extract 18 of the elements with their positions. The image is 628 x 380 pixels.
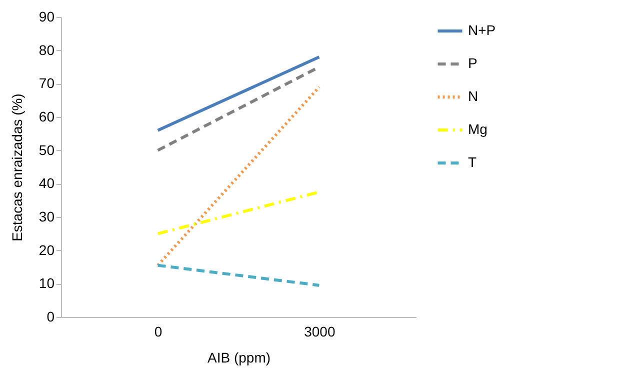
x-axis-title: AIB (ppm)	[207, 350, 271, 366]
y-tick-label: 60	[38, 108, 55, 124]
y-tick-label: 0	[46, 308, 55, 324]
legend-label: T	[468, 154, 477, 170]
y-tick-label: 70	[38, 75, 55, 92]
x-tick-label: 3000	[304, 324, 336, 340]
y-tick-label: 10	[38, 275, 55, 292]
legend-label: Mg	[468, 121, 488, 137]
legend-label: N+P	[468, 22, 496, 38]
y-tick-label: 50	[38, 142, 55, 158]
y-tick-label: 20	[38, 242, 55, 258]
legend-label: P	[468, 55, 478, 71]
y-tick-label: 30	[38, 208, 55, 224]
y-tick-label: 80	[38, 42, 55, 58]
y-tick-label: 90	[38, 8, 55, 24]
y-axis-title: Estacas enraizadas (%)	[8, 94, 25, 242]
y-tick-label: 40	[38, 175, 55, 192]
legend-label: N	[468, 88, 478, 104]
